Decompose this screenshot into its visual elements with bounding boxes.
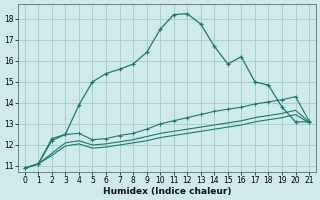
X-axis label: Humidex (Indice chaleur): Humidex (Indice chaleur) xyxy=(103,187,231,196)
